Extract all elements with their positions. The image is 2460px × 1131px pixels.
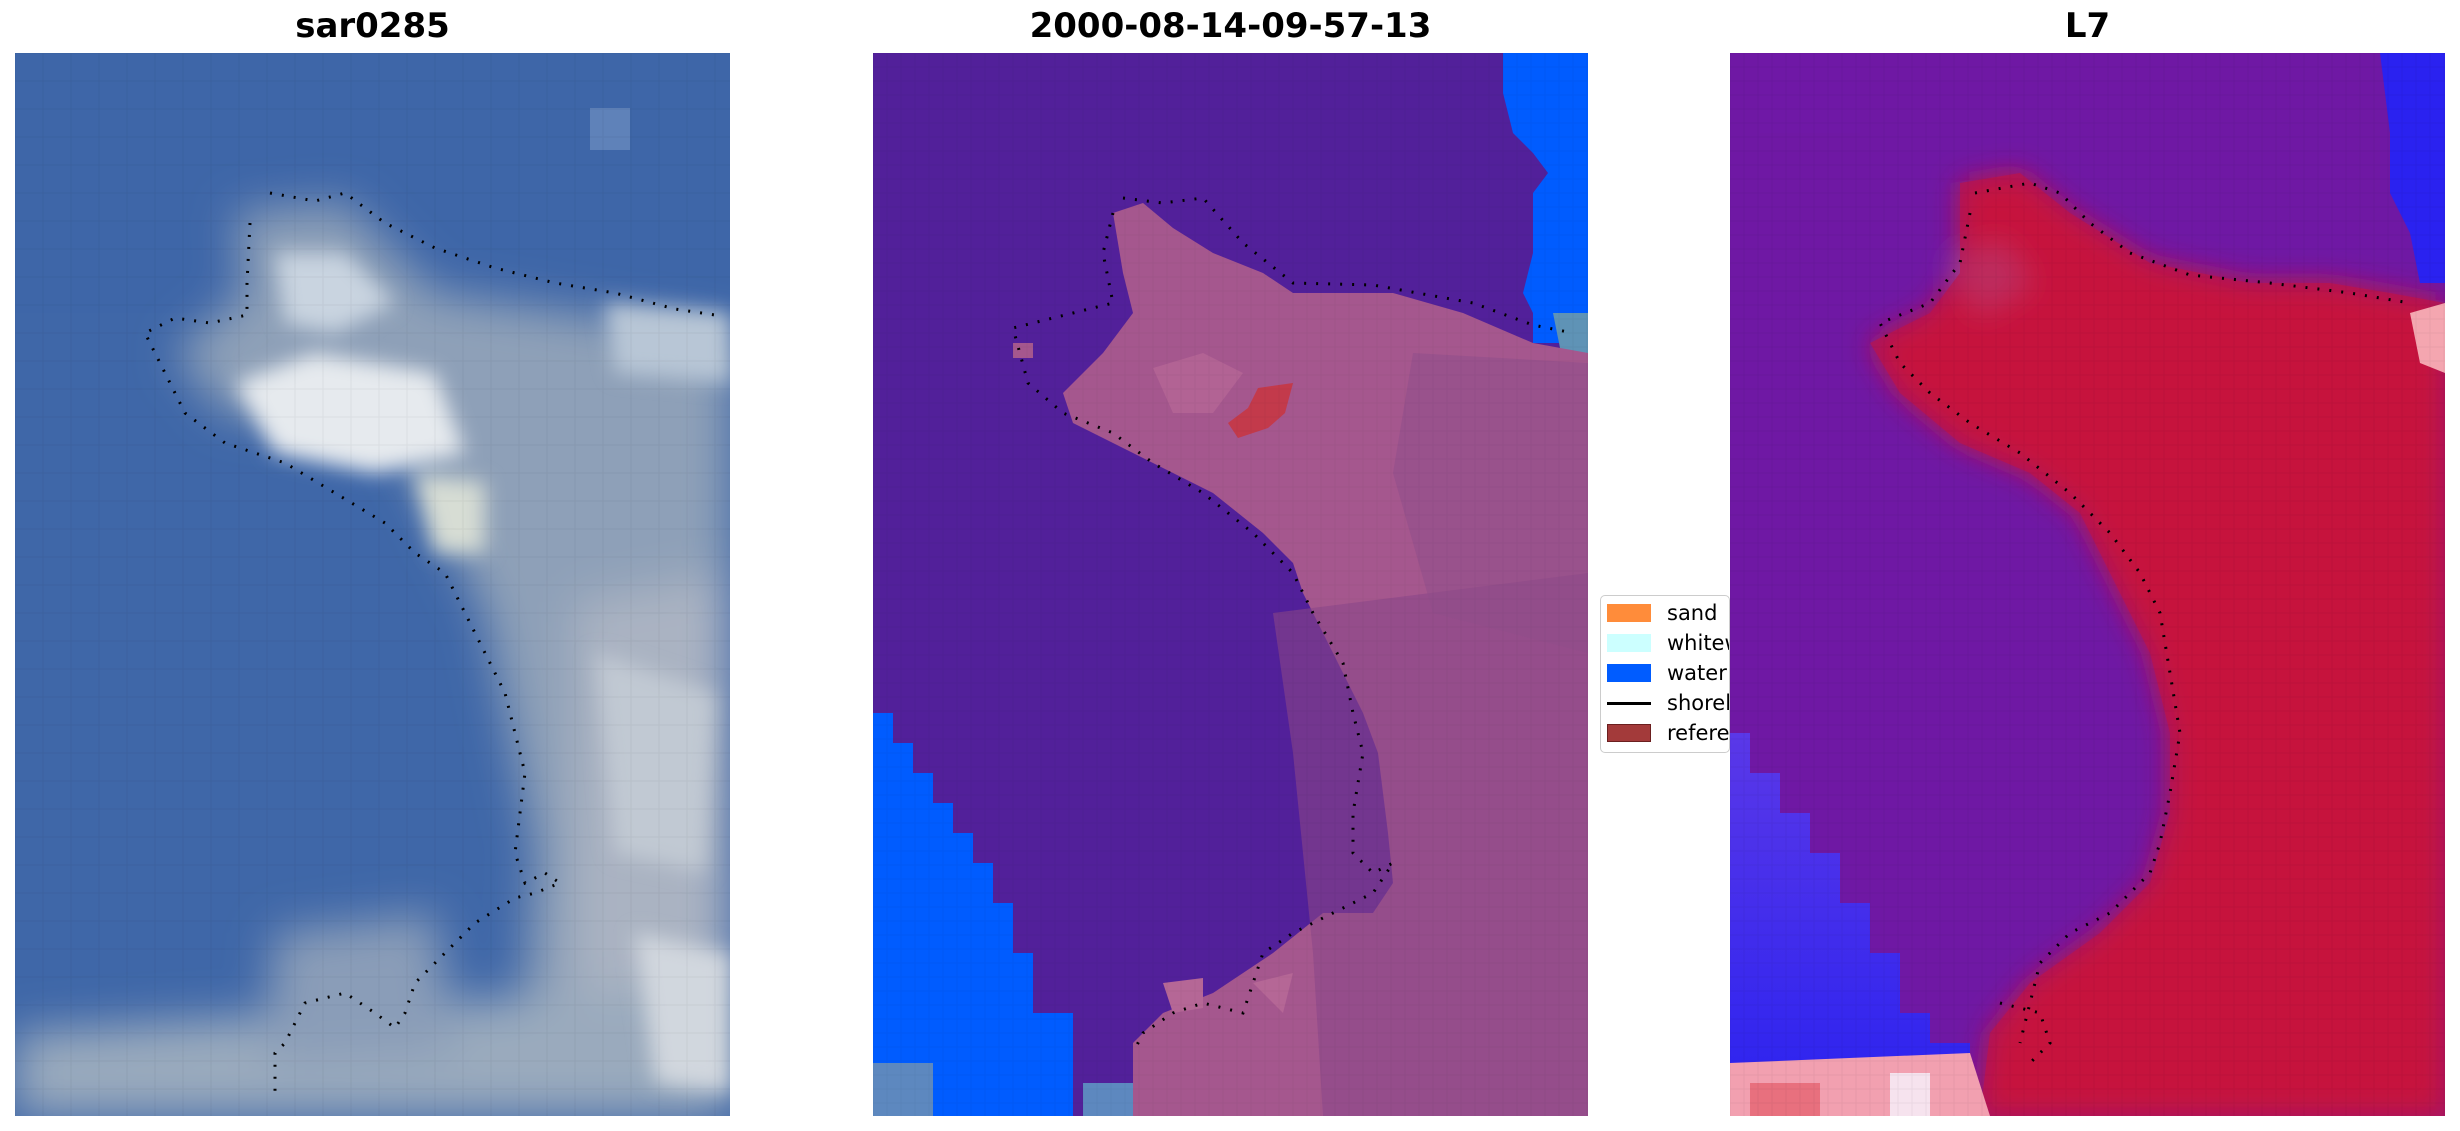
legend-swatch-whitewater	[1607, 634, 1651, 652]
panel-title-rgb: sar0285	[295, 6, 450, 46]
panel-title-index: L7	[2064, 6, 2111, 46]
legend-swatch-sand	[1607, 604, 1651, 622]
legend-line-shoreline	[1607, 701, 1651, 705]
index-panel	[1730, 53, 2445, 1116]
water-index-image	[1730, 53, 2445, 1116]
rgb-image-panel	[15, 53, 730, 1116]
legend-label: shoreline	[1667, 691, 1730, 715]
panel-title-classification: 2000-08-14-09-57-13	[1029, 6, 1432, 46]
rgb-shoreline	[142, 191, 716, 1093]
classification-panel	[873, 53, 1588, 1116]
classification-shoreline	[1011, 196, 1574, 1054]
legend-label: reference shoreline	[1667, 721, 1730, 745]
legend-swatch-reference	[1607, 724, 1651, 742]
classification-image	[873, 53, 1588, 1116]
legend-swatch-water	[1607, 664, 1651, 682]
legend-item-reference-shoreline: reference shoreline	[1607, 720, 1730, 746]
rgb-satellite-image	[15, 53, 730, 1116]
legend-item-water: water	[1607, 660, 1727, 686]
legend-item-sand: sand	[1607, 600, 1717, 626]
legend-item-shoreline: shoreline	[1607, 690, 1730, 716]
legend-label: water	[1667, 661, 1727, 685]
legend-label: sand	[1667, 601, 1718, 625]
